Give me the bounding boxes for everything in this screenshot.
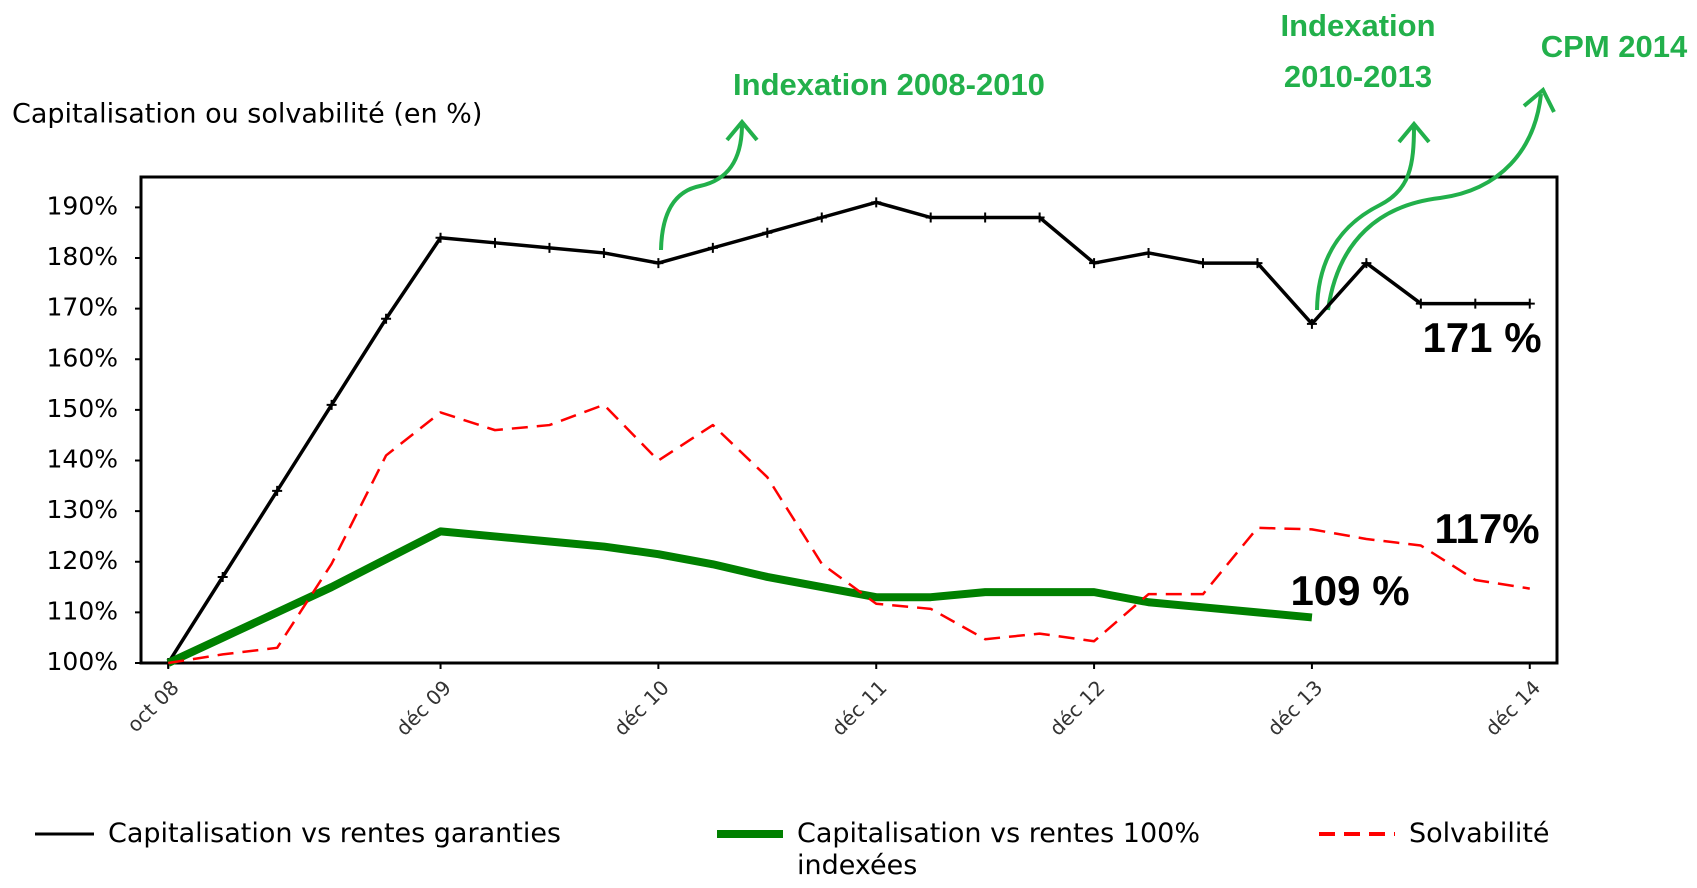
annotation: Indexation xyxy=(1280,8,1435,43)
y-tick-label: 190% xyxy=(47,191,118,220)
point-marker xyxy=(1470,298,1481,309)
arrowhead xyxy=(1397,120,1431,144)
point-marker xyxy=(598,247,609,258)
series-line xyxy=(166,200,1530,664)
x-tick-label: déc 14 xyxy=(1480,675,1545,740)
legend-item: Capitalisation vs rentes 100% indexées xyxy=(715,818,1227,882)
legend-swatch xyxy=(717,830,783,838)
annotation: 2010-2013 xyxy=(1284,59,1432,94)
legend-label: Capitalisation vs rentes 100% indexées xyxy=(797,818,1200,881)
point-marker xyxy=(1361,258,1372,269)
annotation: 109 % xyxy=(1290,567,1409,614)
series-line xyxy=(168,403,1530,665)
arrow xyxy=(659,123,744,251)
point-marker xyxy=(1306,318,1317,329)
annotation: Indexation 2008-2010 xyxy=(733,67,1045,102)
annotation: CPM 2014 xyxy=(1541,29,1688,64)
point-marker xyxy=(1415,298,1426,309)
y-tick-label: 160% xyxy=(47,343,118,372)
arrowhead xyxy=(1522,86,1556,113)
point-marker xyxy=(490,237,500,248)
point-marker xyxy=(762,227,773,238)
y-tick-label: 150% xyxy=(47,394,118,423)
y-tick-label: 180% xyxy=(47,242,118,271)
point-marker xyxy=(871,197,882,208)
annotation: 117% xyxy=(1434,505,1539,552)
point-marker xyxy=(653,258,664,269)
y-tick-label: 110% xyxy=(47,596,118,625)
legend-swatch xyxy=(35,832,94,836)
arrow xyxy=(1326,93,1543,311)
point-marker xyxy=(816,212,827,223)
legend-label: Capitalisation vs rentes garanties xyxy=(108,818,562,849)
plot-frame xyxy=(139,175,1559,665)
y-tick-label: 140% xyxy=(47,445,118,474)
point-marker xyxy=(925,212,936,223)
annotation-arrows xyxy=(659,86,1556,311)
x-tick-label: déc 11 xyxy=(827,675,892,740)
point-marker xyxy=(217,571,228,582)
point-marker xyxy=(980,212,991,223)
point-marker xyxy=(272,485,283,496)
point-marker xyxy=(1524,298,1535,309)
x-tick-label: déc 10 xyxy=(609,675,674,740)
y-tick-label: 120% xyxy=(47,546,118,575)
annotation: 171 % xyxy=(1422,314,1541,361)
point-marker xyxy=(1143,247,1154,258)
legend-label: Solvabilité xyxy=(1409,818,1550,849)
x-tick-label: déc 09 xyxy=(391,675,456,740)
x-tick-label: déc 13 xyxy=(1262,675,1327,740)
chart-title: Capitalisation ou solvabilité (en %) xyxy=(12,99,482,130)
y-tick-label: 170% xyxy=(47,293,118,322)
arrow xyxy=(1315,125,1416,311)
point-marker xyxy=(381,313,392,324)
y-tick-label: 100% xyxy=(47,647,118,676)
series-line xyxy=(166,527,1313,667)
point-marker xyxy=(1034,212,1045,223)
legend-item: Capitalisation vs rentes garanties xyxy=(33,818,668,850)
legend-swatch xyxy=(1319,832,1395,836)
point-marker xyxy=(1252,258,1263,269)
point-marker xyxy=(326,399,337,410)
point-marker xyxy=(435,232,446,243)
y-tick-label: 130% xyxy=(47,495,118,524)
legend-item: Solvabilité xyxy=(1317,818,1669,850)
x-tick-label: déc 12 xyxy=(1045,675,1110,740)
point-marker xyxy=(707,242,718,253)
arrowhead xyxy=(725,118,759,142)
x-tick-label: oct 08 xyxy=(122,675,183,736)
point-marker xyxy=(544,242,555,253)
point-marker xyxy=(1198,258,1208,269)
point-marker xyxy=(1089,258,1100,269)
